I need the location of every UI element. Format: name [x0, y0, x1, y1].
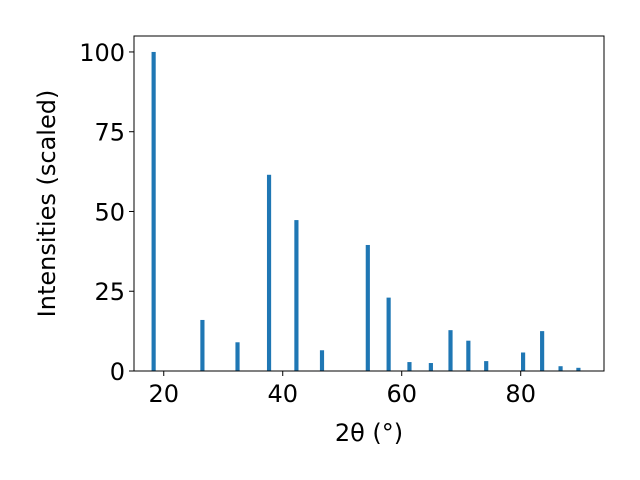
bar	[151, 51, 156, 371]
bar	[576, 367, 581, 371]
y-tick-label: 75	[94, 119, 125, 147]
x-axis: 20 40 60 80	[148, 371, 536, 408]
bar	[448, 330, 453, 371]
bar	[365, 244, 370, 371]
y-tick-label: 0	[110, 358, 125, 386]
bars-group	[151, 51, 581, 371]
y-axis: 0 25 50 75 100	[79, 39, 134, 386]
y-tick-label: 100	[79, 39, 125, 67]
bar	[521, 352, 526, 371]
bar	[466, 340, 471, 371]
plot-frame	[133, 35, 605, 372]
x-tick-label: 80	[505, 380, 536, 408]
bar	[540, 331, 545, 371]
x-tick-label: 60	[386, 380, 417, 408]
x-axis-label: 2θ (°)	[335, 419, 403, 447]
y-tick-label: 50	[94, 198, 125, 226]
y-axis-label: Intensities (scaled)	[33, 90, 61, 318]
bar	[294, 220, 299, 371]
x-tick-label: 40	[267, 380, 298, 408]
bar	[558, 366, 563, 371]
bar	[484, 361, 489, 371]
bar	[407, 362, 412, 371]
bar	[319, 350, 325, 371]
x-tick-label: 20	[148, 380, 179, 408]
bar	[386, 297, 391, 371]
bar	[235, 342, 240, 371]
y-tick-label: 25	[94, 278, 125, 306]
bar	[266, 174, 272, 371]
bar	[200, 319, 205, 371]
bar	[428, 363, 433, 371]
